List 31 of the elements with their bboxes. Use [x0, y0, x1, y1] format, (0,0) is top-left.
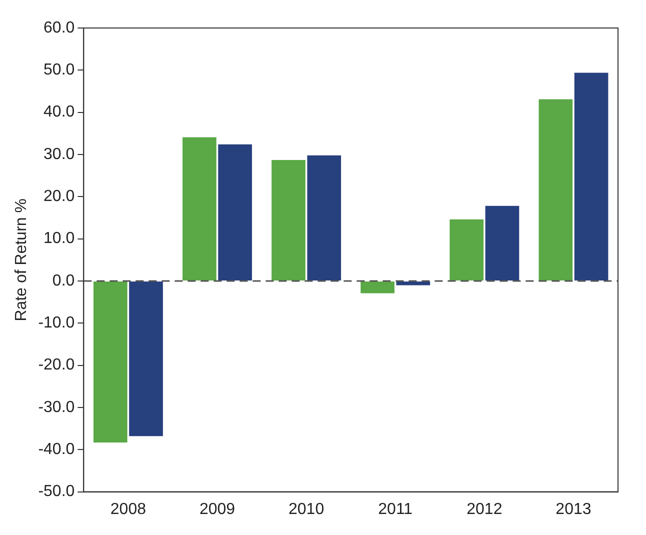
- bar: [272, 160, 306, 280]
- bar: [574, 72, 608, 280]
- y-tick-label: -50.0: [38, 483, 75, 500]
- bar: [538, 99, 573, 280]
- y-tick-label: 30.0: [44, 146, 75, 163]
- x-tick-label: 2011: [378, 500, 413, 518]
- x-tick-label: 2012: [466, 500, 502, 518]
- y-tick-label: 20.0: [44, 188, 75, 206]
- bar: [218, 144, 252, 280]
- x-tick-label: 2010: [288, 500, 324, 518]
- y-tick-label: 50.0: [44, 62, 75, 79]
- bar: [450, 219, 484, 280]
- y-tick-label: -30.0: [38, 398, 75, 416]
- bar: [396, 281, 430, 286]
- bar: [307, 155, 342, 280]
- y-tick-label: -40.0: [38, 441, 75, 458]
- bar: [485, 206, 520, 280]
- y-tick-label: 60.0: [44, 19, 75, 36]
- bar: [360, 281, 394, 294]
- x-tick-label: 2008: [110, 500, 146, 518]
- y-tick-label: 10.0: [44, 230, 75, 248]
- x-tick-label: 2009: [199, 500, 236, 518]
- y-axis-title: Rate of Return %: [13, 198, 30, 322]
- y-tick-label: 40.0: [44, 104, 75, 121]
- bar: [182, 137, 216, 280]
- y-tick-label: -10.0: [38, 314, 75, 332]
- y-tick-label: -20.0: [38, 356, 75, 374]
- y-tick-label: 0.0: [52, 272, 75, 290]
- bar: [93, 281, 128, 442]
- x-tick-label: 2013: [556, 500, 592, 518]
- bar: [129, 281, 163, 436]
